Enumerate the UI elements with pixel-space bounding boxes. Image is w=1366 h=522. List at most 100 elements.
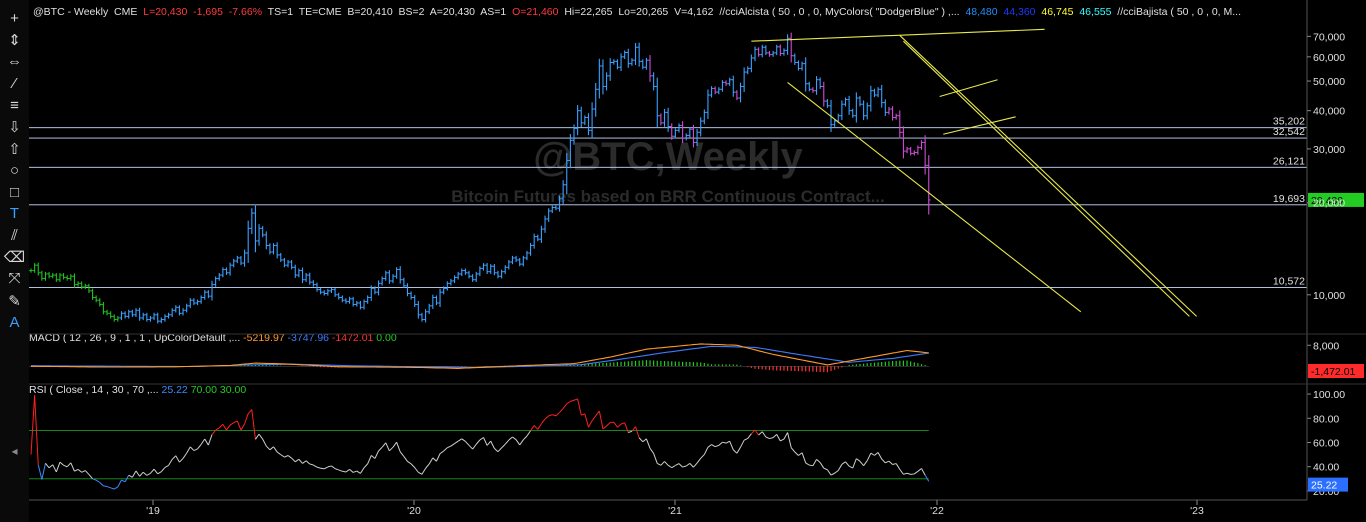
price-bar[interactable] — [753, 46, 757, 62]
trend-line[interactable] — [899, 35, 1198, 317]
channel-icon[interactable]: ⫽ — [11, 227, 18, 244]
vertical-cursor-icon[interactable]: ⇕ — [8, 32, 21, 50]
price-bar[interactable] — [503, 265, 508, 274]
price-bar[interactable] — [800, 61, 804, 71]
price-bar[interactable] — [145, 312, 149, 322]
price-bar[interactable] — [282, 257, 287, 268]
price-bar[interactable] — [898, 110, 902, 139]
price-bar[interactable] — [213, 276, 218, 287]
price-bar[interactable] — [278, 252, 283, 263]
price-bar[interactable] — [90, 288, 95, 300]
price-bar[interactable] — [192, 298, 196, 306]
price-bar[interactable] — [604, 72, 609, 91]
price-bar[interactable] — [246, 220, 250, 263]
rsi-panel[interactable]: RSI ( Close , 14 , 30 , 70 ,... 25.22 70… — [29, 384, 1348, 498]
price-bar[interactable] — [398, 266, 403, 284]
horizontal-cursor-icon[interactable]: ⇔ — [7, 53, 22, 71]
price-bar[interactable] — [326, 288, 330, 296]
price-bar[interactable] — [365, 295, 370, 304]
collapse-toolbar-icon[interactable]: ◂ — [11, 443, 18, 458]
price-bar[interactable] — [601, 59, 605, 95]
price-bar[interactable] — [575, 105, 580, 136]
price-bar[interactable] — [438, 288, 442, 308]
price-bar[interactable] — [420, 312, 424, 322]
price-bar[interactable] — [510, 255, 515, 265]
price-bar[interactable] — [550, 205, 555, 214]
price-bar[interactable] — [286, 259, 290, 268]
price-bar[interactable] — [637, 42, 641, 67]
price-bar[interactable] — [217, 273, 222, 281]
price-bar[interactable] — [749, 54, 754, 73]
price-bar[interactable] — [376, 280, 381, 296]
price-bar[interactable] — [36, 262, 41, 276]
price-bar[interactable] — [423, 309, 428, 323]
price-bar[interactable] — [778, 44, 783, 57]
trend-line[interactable] — [903, 40, 1190, 317]
price-bar[interactable] — [496, 270, 500, 279]
price-bar[interactable] — [300, 267, 305, 284]
price-bar[interactable] — [735, 90, 739, 101]
price-bar[interactable] — [412, 295, 417, 307]
price-bar[interactable] — [260, 226, 265, 238]
price-bar[interactable] — [441, 286, 446, 295]
price-bar[interactable] — [297, 268, 301, 278]
price-bar[interactable] — [195, 299, 200, 306]
price-bar[interactable] — [706, 89, 710, 119]
price-bar[interactable] — [134, 308, 138, 318]
price-bar[interactable] — [394, 267, 399, 279]
price-bar[interactable] — [391, 274, 395, 284]
price-bar[interactable] — [742, 67, 746, 92]
price-bar[interactable] — [644, 57, 649, 70]
price-bar[interactable] — [199, 295, 203, 304]
price-bar[interactable] — [318, 287, 323, 295]
price-bar[interactable] — [184, 303, 189, 313]
price-bar[interactable] — [771, 50, 775, 57]
price-bar[interactable] — [344, 298, 348, 304]
fibonacci-icon[interactable]: ⤧ — [8, 270, 21, 288]
trend-line[interactable] — [787, 81, 1082, 313]
price-bar[interactable] — [137, 307, 142, 321]
price-bar[interactable] — [43, 271, 48, 281]
price-bar[interactable] — [731, 75, 736, 97]
price-bar[interactable] — [872, 88, 877, 98]
price-bar[interactable] — [793, 53, 797, 65]
price-bar[interactable] — [181, 308, 185, 316]
price-bar[interactable] — [69, 274, 73, 281]
price-bar[interactable] — [764, 45, 768, 56]
price-bar[interactable] — [536, 234, 540, 242]
price-bar[interactable] — [445, 281, 450, 291]
price-bar[interactable] — [456, 271, 460, 280]
price-bar[interactable] — [221, 267, 225, 278]
price-bar[interactable] — [47, 271, 51, 279]
price-bar[interactable] — [854, 92, 859, 123]
arrow-up-icon[interactable]: ⇧ — [8, 140, 21, 158]
price-bar[interactable] — [597, 58, 602, 99]
price-bar[interactable] — [463, 268, 468, 275]
price-bar[interactable] — [362, 299, 366, 310]
price-bar[interactable] — [760, 44, 765, 58]
price-bar[interactable] — [612, 59, 616, 65]
price-bar[interactable] — [119, 311, 124, 321]
price-bar[interactable] — [76, 281, 80, 287]
price-bar[interactable] — [767, 50, 772, 57]
price-bar[interactable] — [525, 250, 529, 261]
trend-line[interactable] — [939, 79, 998, 98]
price-bar[interactable] — [159, 317, 164, 324]
price-bar[interactable] — [474, 271, 479, 282]
price-bar[interactable] — [97, 298, 102, 307]
price-bar[interactable] — [94, 295, 98, 303]
price-bar[interactable] — [572, 124, 576, 145]
price-bar[interactable] — [224, 267, 229, 275]
price-bar[interactable] — [293, 264, 298, 278]
price-bar[interactable] — [427, 303, 431, 314]
price-bar[interactable] — [355, 300, 359, 307]
price-bar[interactable] — [811, 87, 815, 93]
price-bar[interactable] — [622, 50, 627, 60]
price-bar[interactable] — [235, 255, 240, 264]
price-bar[interactable] — [72, 273, 77, 288]
price-bar[interactable] — [383, 270, 388, 281]
price-bar[interactable] — [532, 233, 536, 249]
price-bar[interactable] — [561, 180, 565, 205]
price-bar[interactable] — [58, 273, 62, 282]
price-bar[interactable] — [210, 280, 214, 301]
